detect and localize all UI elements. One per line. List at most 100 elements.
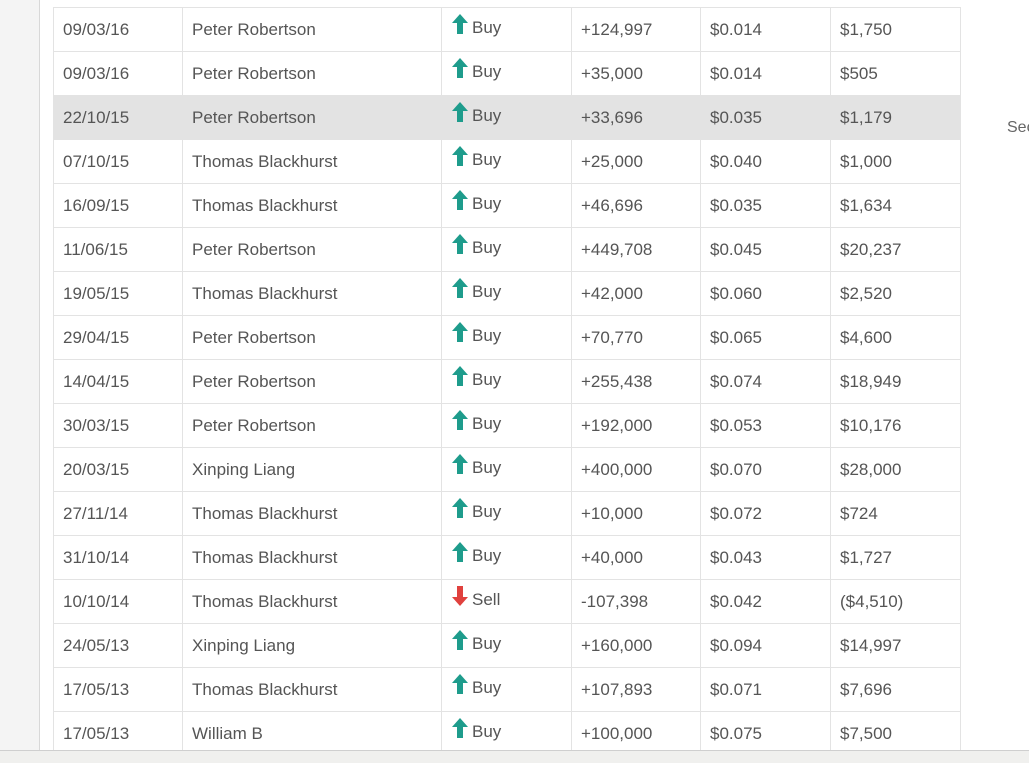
trade-type-wrap: Buy xyxy=(451,409,502,433)
trade-price: $0.014 xyxy=(700,7,831,52)
trade-value: $505 xyxy=(830,51,961,96)
trade-type-wrap: Buy xyxy=(451,189,502,213)
trade-type: Sell xyxy=(441,579,572,624)
trade-shares: -107,398 xyxy=(571,579,701,624)
trade-price: $0.070 xyxy=(700,447,831,492)
table-row[interactable]: 24/05/13 Xinping Liang Buy +160,000 $0.094 $1… xyxy=(53,623,961,668)
trade-date: 11/06/15 xyxy=(53,227,183,272)
insider-name[interactable]: Thomas Blackhurst xyxy=(182,667,442,712)
up-arrow-icon xyxy=(452,366,468,386)
trade-price: $0.040 xyxy=(700,139,831,184)
table-row[interactable]: 19/05/15 Thomas Blackhurst Buy +42,000 $0.06… xyxy=(53,271,961,316)
trade-date: 09/03/16 xyxy=(53,51,183,96)
left-gutter xyxy=(0,0,40,750)
table-row[interactable]: 07/10/15 Thomas Blackhurst Buy +25,000 $0.04… xyxy=(53,139,961,184)
trade-date: 27/11/14 xyxy=(53,491,183,536)
side-panel-text: Sec xyxy=(1007,119,1029,136)
up-arrow-icon xyxy=(452,498,468,518)
trade-price: $0.035 xyxy=(700,183,831,228)
insider-name[interactable]: William B xyxy=(182,711,442,756)
trade-price: $0.043 xyxy=(700,535,831,580)
trade-shares: +40,000 xyxy=(571,535,701,580)
trade-value: $724 xyxy=(830,491,961,536)
trade-date: 17/05/13 xyxy=(53,667,183,712)
up-arrow-icon xyxy=(452,234,468,254)
insider-name[interactable]: Peter Robertson xyxy=(182,359,442,404)
insider-name[interactable]: Peter Robertson xyxy=(182,315,442,360)
table-row[interactable]: 14/04/15 Peter Robertson Buy +255,438 $0.074… xyxy=(53,359,961,404)
down-arrow-icon xyxy=(452,586,468,606)
trade-date: 31/10/14 xyxy=(53,535,183,580)
trade-date: 30/03/15 xyxy=(53,403,183,448)
trade-date: 19/05/15 xyxy=(53,271,183,316)
table-row[interactable]: 27/11/14 Thomas Blackhurst Buy +10,000 $0.07… xyxy=(53,491,961,536)
trade-price: $0.014 xyxy=(700,51,831,96)
trade-type: Buy xyxy=(441,183,572,228)
trade-price: $0.075 xyxy=(700,711,831,756)
insider-name[interactable]: Peter Robertson xyxy=(182,403,442,448)
table-row[interactable]: 17/05/13 Thomas Blackhurst Buy +107,893 $0.0… xyxy=(53,667,961,712)
insider-name[interactable]: Thomas Blackhurst xyxy=(182,491,442,536)
trade-type: Buy xyxy=(441,403,572,448)
trade-type-wrap: Buy xyxy=(451,365,502,389)
insider-name[interactable]: Peter Robertson xyxy=(182,7,442,52)
trade-type-wrap: Buy xyxy=(451,453,501,477)
trade-type: Buy xyxy=(441,139,572,184)
insider-name[interactable]: Peter Robertson xyxy=(182,51,442,96)
trade-type: Buy xyxy=(441,51,572,96)
insider-name[interactable]: Thomas Blackhurst xyxy=(182,579,442,624)
trade-shares: +25,000 xyxy=(571,139,701,184)
insider-name[interactable]: Thomas Blackhurst xyxy=(182,271,442,316)
table-row[interactable]: 09/03/16 Peter Robertson Buy +124,997 $0.014… xyxy=(53,7,961,52)
trade-value: ($4,510) xyxy=(830,579,961,624)
trade-shares: +107,893 xyxy=(571,667,701,712)
table-row[interactable]: 29/04/15 Peter Robertson Buy +70,770 $0.065 $… xyxy=(53,315,961,360)
trade-shares: +33,696 xyxy=(571,95,701,140)
horizontal-scrollbar[interactable] xyxy=(0,750,1029,763)
table-row[interactable]: 30/03/15 Peter Robertson Buy +192,000 $0.053… xyxy=(53,403,961,448)
up-arrow-icon xyxy=(452,454,468,474)
insider-name[interactable]: Peter Robertson xyxy=(182,95,442,140)
table-row[interactable]: 16/09/15 Thomas Blackhurst Buy +46,696 $0.03… xyxy=(53,183,961,228)
trade-type: Buy xyxy=(441,7,572,52)
trade-date: 07/10/15 xyxy=(53,139,183,184)
table-row[interactable]: 31/10/14 Thomas Blackhurst Buy +40,000 $0.04… xyxy=(53,535,961,580)
trade-value: $4,600 xyxy=(830,315,961,360)
table-row[interactable]: 10/10/14 Thomas Blackhurst Sell -107,398 $0.… xyxy=(53,579,961,624)
trade-type-label: Buy xyxy=(472,634,502,653)
trade-value: $28,000 xyxy=(830,447,961,492)
insider-name[interactable]: Xinping Liang xyxy=(182,447,442,492)
insider-name[interactable]: Thomas Blackhurst xyxy=(182,183,442,228)
trade-type-label: Buy xyxy=(472,370,502,389)
up-arrow-icon xyxy=(452,630,468,650)
trade-type-label: Buy xyxy=(472,194,502,213)
table-row[interactable]: 22/10/15 Peter Robertson Buy +33,696 $0.035 $… xyxy=(53,95,961,140)
insider-name[interactable]: Peter Robertson xyxy=(182,227,442,272)
trade-type-label: Buy xyxy=(472,150,502,169)
trade-type-wrap: Buy xyxy=(451,13,501,37)
trade-type-label: Buy xyxy=(472,722,502,741)
trade-type-label: Sell xyxy=(472,590,501,609)
trade-shares: +42,000 xyxy=(571,271,701,316)
trade-type-label: Buy xyxy=(472,238,502,257)
insider-name[interactable]: Xinping Liang xyxy=(182,623,442,668)
insider-name[interactable]: Thomas Blackhurst xyxy=(182,139,442,184)
insider-trades-table: 09/03/16 Peter Robertson Buy +124,997 $0.014… xyxy=(53,7,961,756)
trade-shares: +400,000 xyxy=(571,447,701,492)
trade-price: $0.060 xyxy=(700,271,831,316)
trade-price: $0.035 xyxy=(700,95,831,140)
trade-date: 09/03/16 xyxy=(53,7,183,52)
table-row[interactable]: 11/06/15 Peter Robertson Buy +449,708 $0.045… xyxy=(53,227,961,272)
table-row[interactable]: 20/03/15 Xinping Liang Buy +400,000 $0.070 $2… xyxy=(53,447,961,492)
table-row[interactable]: 17/05/13 William B Buy +100,000 $0.075 $7,500 xyxy=(53,711,961,756)
trade-value: $20,237 xyxy=(830,227,961,272)
trade-value: $14,997 xyxy=(830,623,961,668)
trade-type-wrap: Buy xyxy=(451,497,501,521)
trade-shares: +46,696 xyxy=(571,183,701,228)
table-row[interactable]: 09/03/16 Peter Robertson Buy +35,000 $0.014 $… xyxy=(53,51,961,96)
insider-name[interactable]: Thomas Blackhurst xyxy=(182,535,442,580)
trade-date: 14/04/15 xyxy=(53,359,183,404)
up-arrow-icon xyxy=(452,674,468,694)
trade-type-label: Buy xyxy=(472,414,502,433)
